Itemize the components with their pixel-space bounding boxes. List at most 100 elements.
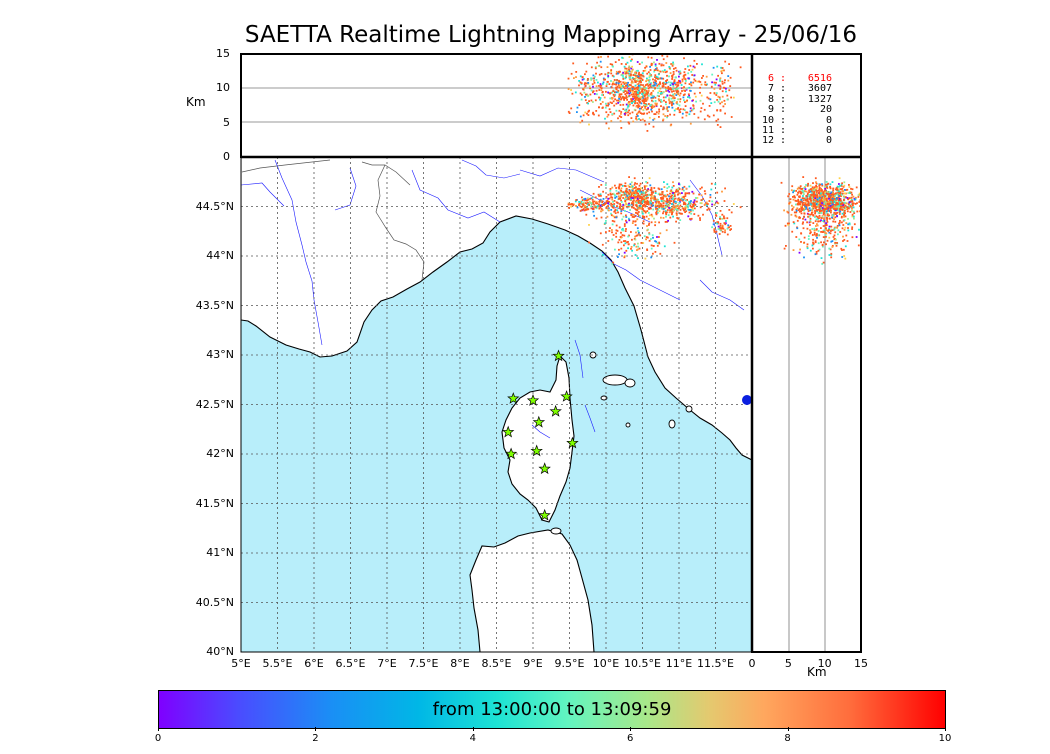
lightning-point (658, 241, 660, 244)
lightning-alt-point (632, 100, 635, 103)
lightning-alt-point (647, 56, 650, 59)
lightning-side-point (817, 212, 820, 214)
lightning-side-point (802, 195, 804, 197)
lightning-point (717, 225, 720, 228)
lightning-alt-point (609, 101, 612, 104)
lightning-point (588, 224, 590, 226)
lightning-point (643, 204, 646, 206)
lightning-point (611, 220, 614, 222)
lightning-point (634, 215, 637, 218)
lightning-point (620, 191, 623, 193)
lightning-point (620, 183, 623, 186)
lightning-side-point (822, 197, 825, 200)
lightning-point (652, 208, 655, 211)
lightning-point (606, 199, 609, 202)
lightning-side-point (817, 205, 819, 208)
lightning-alt-point (635, 95, 637, 97)
lightning-alt-point (701, 63, 703, 66)
lightning-point (652, 236, 654, 239)
lightning-side-point (813, 231, 816, 234)
lightning-point (608, 209, 610, 212)
lightning-alt-point (567, 88, 570, 90)
lightning-alt-point (721, 95, 724, 98)
lightning-side-point (821, 195, 824, 198)
lightning-alt-point (570, 89, 572, 91)
lightning-point (665, 229, 668, 232)
lightning-side-point (842, 240, 844, 242)
lightning-alt-point (636, 112, 639, 115)
lightning-alt-point (683, 75, 685, 77)
lightning-side-point (798, 251, 801, 254)
lightning-alt-point (672, 73, 675, 75)
lightning-side-point (863, 226, 865, 228)
colorbar-tick (945, 727, 946, 731)
lightning-alt-point (612, 75, 615, 78)
lightning-alt-point (643, 119, 646, 122)
lightning-alt-point (644, 105, 647, 108)
lightning-alt-point (638, 118, 640, 120)
lightning-point (635, 189, 637, 192)
lightning-alt-point (617, 82, 620, 85)
lightning-point (651, 215, 654, 218)
lightning-alt-point (604, 78, 606, 81)
map-area (241, 157, 752, 652)
lightning-point (598, 205, 600, 208)
lightning-point (631, 202, 634, 205)
lightning-alt-point (588, 123, 590, 126)
lightning-alt-point (640, 90, 643, 93)
lightning-point (610, 202, 613, 205)
lightning-point (657, 187, 660, 190)
lightning-side-point (809, 232, 811, 235)
station-count: 0 (825, 125, 832, 137)
lightning-alt-point (641, 99, 644, 102)
lightning-point (678, 188, 681, 190)
lightning-alt-point (654, 103, 657, 106)
lightning-side-point (815, 218, 818, 221)
lightning-side-point (838, 221, 841, 224)
lightning-side-point (832, 187, 835, 190)
lightning-side-point (821, 209, 824, 212)
lightning-alt-point (666, 115, 669, 117)
lightning-alt-point (629, 87, 632, 90)
lightning-side-point (842, 248, 845, 251)
lightning-side-point (851, 226, 854, 229)
lightning-alt-point (588, 100, 590, 102)
lightning-alt-point (689, 110, 692, 113)
lightning-point (690, 212, 693, 215)
lightning-point (677, 199, 679, 201)
lightning-point (675, 208, 677, 211)
lightning-alt-point (692, 108, 694, 111)
lightning-alt-point (614, 98, 616, 101)
station-star (552, 349, 565, 362)
lightning-alt-point (729, 85, 732, 87)
lightning-point (631, 216, 634, 218)
lightning-point (640, 201, 642, 204)
lightning-alt-point (622, 108, 625, 110)
lightning-side-point (820, 257, 823, 259)
lightning-alt-point (640, 96, 642, 99)
colorbar-tick-label: 6 (627, 733, 634, 744)
lightning-side-point (828, 254, 831, 256)
lightning-alt-point (706, 96, 709, 99)
lightning-alt-point (573, 77, 575, 79)
lightning-point (634, 182, 636, 184)
lightning-alt-point (641, 91, 644, 93)
lightning-point (658, 201, 660, 203)
lightning-side-point (824, 199, 827, 202)
lightning-alt-point (607, 71, 610, 74)
lightning-point (700, 194, 703, 197)
lightning-alt-point (726, 94, 729, 97)
lightning-point (724, 223, 727, 226)
lightning-side-point (803, 190, 806, 192)
lightning-side-point (807, 213, 810, 216)
lat-tick-label: 44.5°N (195, 199, 234, 213)
lightning-alt-point (638, 85, 641, 88)
lightning-alt-point (598, 89, 601, 91)
lightning-alt-point (663, 81, 665, 84)
lightning-alt-point (583, 86, 586, 89)
lightning-point (668, 207, 671, 209)
lightning-alt-point (634, 98, 637, 101)
lightning-alt-point (655, 82, 658, 85)
lightning-alt-point (658, 116, 660, 118)
lightning-alt-point (679, 72, 682, 75)
